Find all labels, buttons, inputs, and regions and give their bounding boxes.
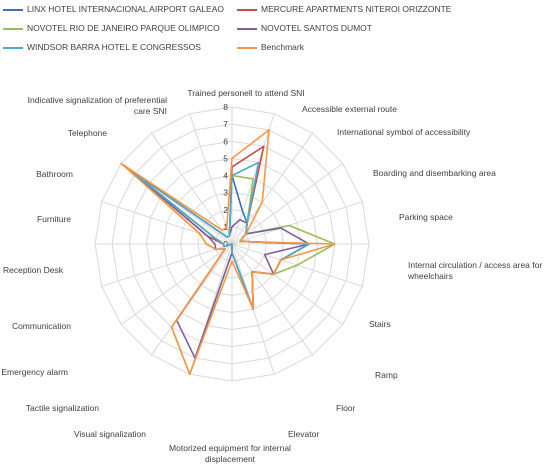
legend-swatch bbox=[3, 47, 23, 49]
category-label: Boarding and disembarking area bbox=[373, 168, 496, 178]
category-label: Ramp bbox=[375, 370, 398, 380]
category-label: Stairs bbox=[369, 319, 391, 329]
category-label: Floor bbox=[336, 403, 356, 413]
legend-label: NOVOTEL RIO DE JANEIRO PARQUE OLIMPICO bbox=[27, 23, 220, 33]
category-label: Trained personell to attend SNI bbox=[187, 88, 304, 98]
category-label: Tactile signalization bbox=[26, 403, 100, 413]
category-label: Reception Desk bbox=[3, 265, 64, 275]
category-label: Parking space bbox=[399, 212, 453, 222]
tick-label: 5 bbox=[223, 153, 228, 163]
tick-label: 8 bbox=[223, 102, 228, 112]
grid-spoke bbox=[151, 132, 233, 245]
grid-spoke bbox=[231, 243, 344, 325]
tick-label: 7 bbox=[223, 119, 228, 129]
category-label: Accessible external route bbox=[302, 104, 397, 114]
legend-label: WINDSOR BARRA HOTEL E CONGRESSOS bbox=[27, 42, 201, 52]
category-label: Indicative signalization of preferential… bbox=[28, 95, 167, 116]
category-label: Elevator bbox=[288, 429, 319, 439]
category-label: International symbol of accessibility bbox=[337, 127, 471, 137]
legend-label: LINX HOTEL INTERNACIONAL AIRPORT GALEAO bbox=[27, 4, 224, 14]
tick-label: 2 bbox=[223, 205, 228, 215]
series-line bbox=[120, 129, 336, 376]
legend-swatch bbox=[3, 28, 23, 30]
category-label: Furniture bbox=[37, 214, 71, 224]
legend-swatch bbox=[237, 47, 257, 49]
legend-label: Benchmark bbox=[261, 42, 304, 52]
legend: LINX HOTEL INTERNACIONAL AIRPORT GALEAO M… bbox=[0, 0, 550, 60]
legend-swatch bbox=[3, 9, 23, 11]
grid-spoke bbox=[231, 163, 344, 245]
tick-label: 0 bbox=[223, 239, 228, 249]
category-label: Communication bbox=[12, 321, 71, 331]
category-label: Motorized equipment for internal displace… bbox=[169, 443, 291, 464]
tick-label: 6 bbox=[223, 136, 228, 146]
series-layer bbox=[120, 129, 336, 376]
category-label: Internal circulation / access area for wh… bbox=[407, 260, 542, 281]
category-label: Emergency alarm bbox=[1, 367, 68, 377]
grid-spoke bbox=[101, 243, 233, 287]
grid-spoke bbox=[189, 113, 233, 245]
legend-label: NOVOTEL SANTOS DUMOT bbox=[261, 23, 372, 33]
grid-spoke bbox=[231, 132, 313, 245]
category-label: Bathroom bbox=[36, 169, 73, 179]
grid-spoke bbox=[120, 243, 233, 325]
tick-label: 3 bbox=[223, 188, 228, 198]
tick-label: 4 bbox=[223, 171, 228, 181]
grid-spoke bbox=[231, 201, 363, 245]
grid-spoke bbox=[231, 243, 313, 356]
tick-label: 1 bbox=[223, 222, 228, 232]
legend-swatch bbox=[237, 28, 257, 30]
grid-spoke bbox=[151, 243, 233, 356]
legend-label: MERCURE APARTMENTS NITEROI ORIZZONTE bbox=[261, 4, 452, 14]
category-label: Telephone bbox=[68, 128, 108, 138]
category-labels: Trained personell to attend SNI Accessibl… bbox=[1, 88, 542, 464]
category-label: Visual signalization bbox=[74, 429, 146, 439]
legend-swatch bbox=[237, 9, 257, 11]
radial-tick-labels: 0 1 2 3 4 5 6 7 8 bbox=[223, 102, 228, 249]
